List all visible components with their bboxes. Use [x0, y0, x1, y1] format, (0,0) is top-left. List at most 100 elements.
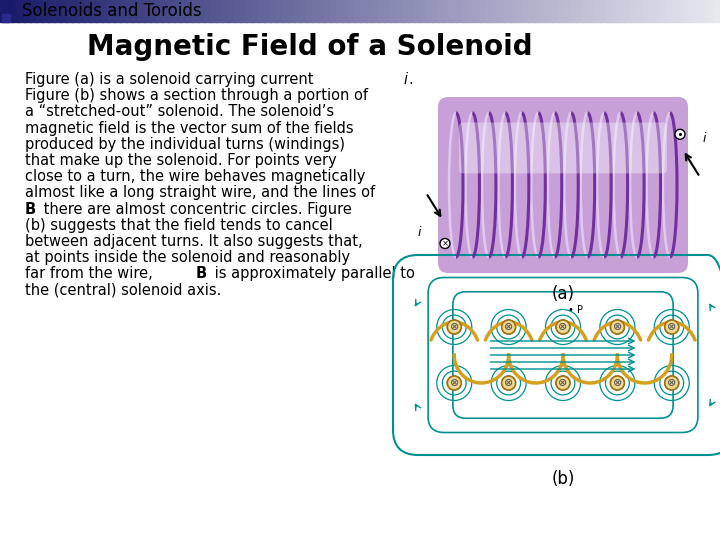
- Bar: [438, 0, 445, 22]
- Bar: [342, 0, 349, 22]
- Circle shape: [502, 320, 516, 334]
- Bar: [714, 0, 720, 22]
- Bar: [2, 14, 10, 22]
- Text: ⊗: ⊗: [504, 322, 513, 332]
- Bar: [198, 0, 205, 22]
- Bar: [252, 0, 259, 22]
- Text: the (central) solenoid axis.: the (central) solenoid axis.: [25, 282, 221, 298]
- Text: ⊗: ⊗: [504, 378, 513, 388]
- Bar: [564, 0, 571, 22]
- Text: is approximately parallel to: is approximately parallel to: [210, 266, 415, 281]
- Bar: [216, 0, 223, 22]
- Bar: [660, 0, 667, 22]
- Bar: [396, 0, 403, 22]
- Bar: [276, 0, 283, 22]
- Bar: [570, 0, 577, 22]
- Bar: [666, 0, 673, 22]
- Circle shape: [440, 239, 450, 248]
- Bar: [186, 0, 193, 22]
- Text: (b): (b): [552, 470, 575, 488]
- Bar: [612, 0, 619, 22]
- Bar: [288, 0, 295, 22]
- Bar: [480, 0, 487, 22]
- Bar: [354, 0, 361, 22]
- Bar: [294, 0, 301, 22]
- Bar: [516, 0, 523, 22]
- Text: there are almost concentric circles. Figure: there are almost concentric circles. Fig…: [40, 201, 352, 217]
- Bar: [0, 0, 7, 22]
- Bar: [702, 0, 709, 22]
- Bar: [576, 0, 583, 22]
- Bar: [498, 0, 505, 22]
- Text: almost like a long straight wire, and the lines of: almost like a long straight wire, and th…: [25, 185, 375, 200]
- Bar: [462, 0, 469, 22]
- Text: (a): (a): [552, 285, 575, 303]
- Bar: [330, 0, 337, 22]
- Bar: [558, 0, 565, 22]
- Bar: [234, 0, 241, 22]
- Bar: [180, 0, 187, 22]
- Bar: [150, 0, 157, 22]
- Bar: [162, 0, 169, 22]
- Bar: [126, 0, 133, 22]
- Bar: [522, 0, 529, 22]
- Bar: [372, 0, 379, 22]
- Bar: [18, 0, 25, 22]
- Text: • P: • P: [568, 305, 583, 315]
- Bar: [408, 0, 415, 22]
- Bar: [300, 0, 307, 22]
- Bar: [366, 0, 373, 22]
- Text: ⊗: ⊗: [558, 378, 567, 388]
- Bar: [552, 0, 559, 22]
- Bar: [504, 0, 511, 22]
- Text: Solenoids and Toroids: Solenoids and Toroids: [22, 2, 202, 20]
- Bar: [510, 0, 517, 22]
- Bar: [588, 0, 595, 22]
- Bar: [378, 0, 385, 22]
- Circle shape: [556, 320, 570, 334]
- Bar: [174, 0, 181, 22]
- Bar: [624, 0, 631, 22]
- Bar: [678, 0, 685, 22]
- Text: close to a turn, the wire behaves magnetically: close to a turn, the wire behaves magnet…: [25, 169, 365, 184]
- Bar: [402, 0, 409, 22]
- Bar: [468, 0, 475, 22]
- Bar: [360, 0, 367, 22]
- Text: ⊗: ⊗: [613, 378, 622, 388]
- Text: Figure (b) shows a section through a portion of: Figure (b) shows a section through a por…: [25, 88, 368, 103]
- Bar: [6, 0, 13, 22]
- Bar: [528, 0, 535, 22]
- Bar: [60, 0, 67, 22]
- Bar: [54, 0, 61, 22]
- Circle shape: [611, 320, 624, 334]
- Text: (b) suggests that the field tends to cancel: (b) suggests that the field tends to can…: [25, 218, 333, 233]
- Bar: [318, 0, 325, 22]
- Bar: [606, 0, 613, 22]
- Text: magnetic field is the vector sum of the fields: magnetic field is the vector sum of the …: [25, 120, 354, 136]
- Bar: [72, 0, 79, 22]
- Bar: [444, 0, 451, 22]
- Bar: [66, 0, 73, 22]
- Bar: [312, 0, 319, 22]
- Text: ⊗: ⊗: [667, 378, 676, 388]
- Bar: [246, 0, 253, 22]
- Circle shape: [665, 376, 679, 390]
- Bar: [90, 0, 97, 22]
- Bar: [534, 0, 541, 22]
- Bar: [324, 0, 331, 22]
- Bar: [474, 0, 481, 22]
- Bar: [78, 0, 85, 22]
- Bar: [486, 0, 493, 22]
- Text: i: i: [703, 132, 706, 145]
- Bar: [12, 0, 19, 22]
- Bar: [642, 0, 649, 22]
- Bar: [672, 0, 679, 22]
- Text: B: B: [196, 266, 207, 281]
- Bar: [258, 0, 265, 22]
- Bar: [456, 0, 463, 22]
- Bar: [630, 0, 637, 22]
- Bar: [432, 0, 439, 22]
- Bar: [336, 0, 343, 22]
- Bar: [582, 0, 589, 22]
- Bar: [120, 0, 127, 22]
